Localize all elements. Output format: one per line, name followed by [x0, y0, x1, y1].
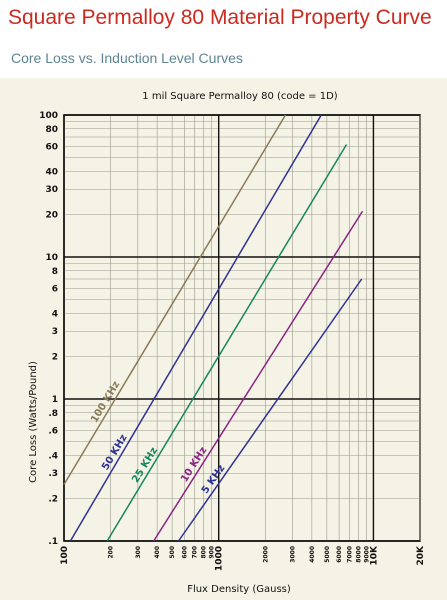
tick-labels: .1 .2 .3 .4 .6 .8 1 2 3 4 6 8 10 20 30 40 60 80 100 100 200 3… [39, 111, 426, 571]
x-tick-label: 1000 [215, 546, 225, 571]
x-tick-label: 200 [108, 546, 115, 559]
page-subtitle: Core Loss vs. Induction Level Curves [11, 50, 243, 66]
y-tick-label: 40 [45, 168, 58, 178]
y-tick-label: .2 [48, 494, 58, 504]
x-tick-label: 300 [135, 546, 142, 559]
grid [63, 114, 421, 542]
x-tick-label: 800 [201, 546, 208, 559]
y-axis-label: Core Loss (Watts/Pound) [28, 361, 39, 483]
x-tick-label: 2000 [262, 546, 269, 563]
series-line-5 [177, 278, 363, 542]
x-tick-label: 500 [169, 546, 176, 559]
x-tick-label: 6000 [336, 546, 343, 563]
x-tick-label: 400 [154, 546, 161, 559]
y-tick-label: 6 [52, 285, 58, 295]
y-tick-label: 3 [52, 327, 58, 337]
x-axis-label: Flux Density (Gauss) [187, 584, 291, 595]
x-tick-label: 10K [369, 545, 379, 566]
series-line-4 [153, 210, 364, 542]
x-tick-label: 600 [181, 546, 188, 559]
y-tick-label: .4 [48, 452, 58, 462]
x-tick-label: 700 [192, 546, 199, 559]
x-tick-label: 7000 [347, 546, 354, 563]
y-tick-label: 20 [45, 210, 58, 220]
x-tick-label: 4000 [309, 546, 316, 563]
x-tick-label: 3000 [290, 546, 297, 563]
y-tick-label: 2 [52, 352, 58, 362]
y-tick-label: 100 [39, 111, 58, 121]
plot-area [63, 114, 421, 542]
x-tick-label: 5000 [324, 546, 331, 563]
series-line-2 [69, 114, 322, 542]
y-tick-label: .8 [48, 409, 58, 419]
y-tick-label: 4 [52, 310, 58, 320]
y-tick-label: 80 [45, 125, 58, 135]
chart-title: 1 mil Square Permalloy 80 (code = 1D) [142, 91, 338, 102]
x-tick-label: 100 [60, 546, 70, 565]
y-tick-label: 10 [45, 253, 58, 263]
series-line-1 [63, 114, 287, 485]
series-lines [63, 114, 364, 542]
y-tick-label: 8 [52, 267, 58, 277]
y-tick-label: 60 [45, 143, 58, 153]
x-tick-label: 20K [416, 545, 426, 566]
x-tick-label: 8000 [355, 546, 362, 563]
y-tick-label: .3 [48, 469, 58, 479]
y-tick-label: 30 [45, 185, 58, 195]
y-tick-label: 1 [52, 395, 58, 405]
series-line-3 [106, 144, 348, 542]
chart-panel: 1 mil Square Permalloy 80 (code = 1D) 10… [0, 78, 447, 600]
page-title: Square Permalloy 80 Material Property Cu… [8, 6, 432, 29]
y-tick-label: .1 [48, 537, 58, 547]
core-loss-chart: 1 mil Square Permalloy 80 (code = 1D) 10… [28, 91, 426, 595]
x-tick-label: 9000 [363, 546, 370, 563]
x-tick-label: 900 [209, 546, 216, 559]
y-tick-label: .6 [48, 427, 58, 437]
